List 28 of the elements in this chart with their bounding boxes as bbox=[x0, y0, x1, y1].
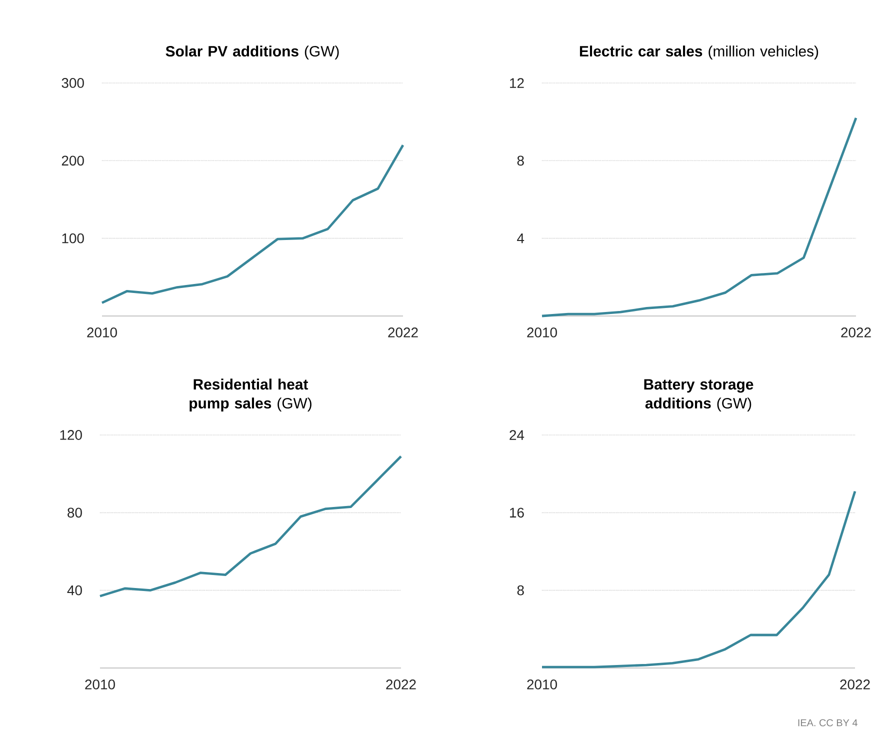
y-tick-label: 8 bbox=[517, 156, 524, 166]
chart-title: Battery storage additions (GW) bbox=[644, 379, 754, 412]
text: IEA. CC BY 4 bbox=[798, 719, 858, 726]
y-tick-label: 24 bbox=[510, 430, 524, 440]
y-tick-label: 200 bbox=[62, 156, 84, 166]
line-series bbox=[98, 455, 402, 598]
x-tick-label: 2010 bbox=[87, 328, 117, 338]
y-tick-label: 80 bbox=[68, 508, 82, 518]
chart-title: Solar PV additions (GW) bbox=[166, 46, 339, 60]
chart-title: Residential heat pump sales (GW) bbox=[190, 378, 312, 412]
x-tick-label: 2022 bbox=[388, 328, 418, 338]
y-tick-label: 300 bbox=[62, 78, 84, 88]
x-tick-label: 2022 bbox=[840, 680, 870, 690]
x-tick-label: 2022 bbox=[386, 680, 416, 690]
x-tick-label: 2010 bbox=[527, 328, 557, 338]
y-tick-label: 16 bbox=[510, 508, 524, 518]
x-tick-label: 2010 bbox=[85, 680, 115, 690]
y-tick-label: 8 bbox=[517, 585, 524, 596]
y-tick-label: 12 bbox=[510, 78, 524, 88]
y-tick-label: 120 bbox=[60, 430, 82, 440]
y-tick-label: 4 bbox=[517, 234, 524, 244]
y-tick-label: 40 bbox=[67, 585, 82, 596]
x-tick-label: 2010 bbox=[527, 680, 557, 690]
x-tick-label: 2022 bbox=[841, 328, 871, 338]
chart-title: Electric car sales (million vehicles) bbox=[580, 46, 818, 60]
line-series bbox=[100, 144, 404, 304]
line-series bbox=[540, 116, 858, 318]
y-tick-label: 100 bbox=[62, 233, 84, 244]
